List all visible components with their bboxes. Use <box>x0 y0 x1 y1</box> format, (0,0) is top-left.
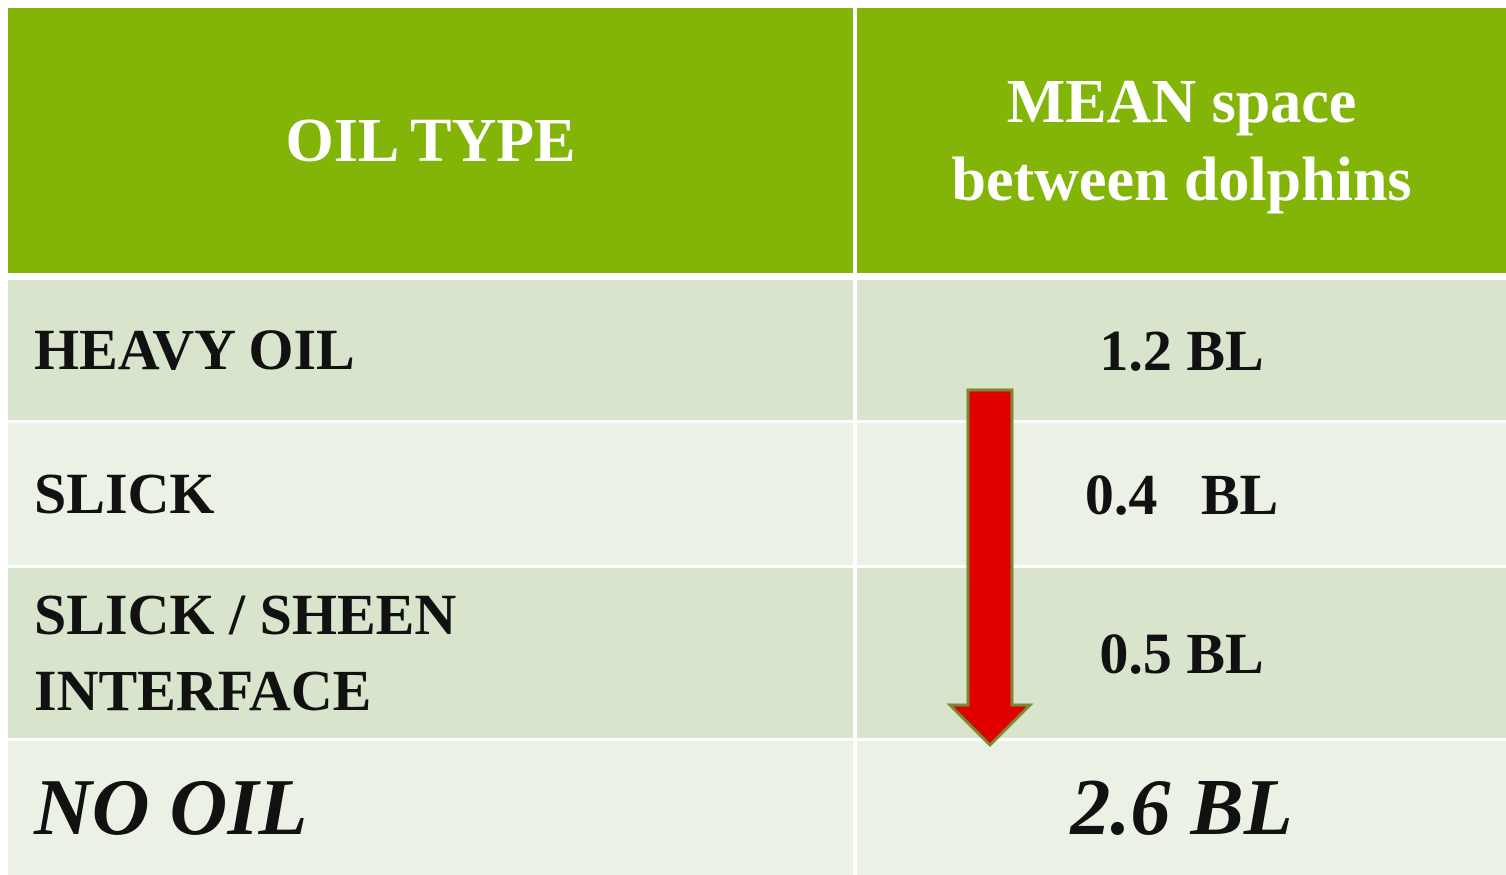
table-cell: 2.6 BL <box>857 741 1506 875</box>
table-cell: 1.2 BL <box>857 280 1506 420</box>
table-cell: 0.4 BL <box>857 423 1506 565</box>
header-cell: MEAN space between dolphins <box>857 8 1506 273</box>
down-arrow <box>946 388 1034 748</box>
table-cell: HEAVY OIL <box>8 280 853 420</box>
table-cell: SLICK <box>8 423 853 565</box>
table-cell: NO OIL <box>8 741 853 875</box>
table-cell: SLICK / SHEEN INTERFACE <box>8 568 853 738</box>
header-cell: OIL TYPE <box>8 8 853 273</box>
